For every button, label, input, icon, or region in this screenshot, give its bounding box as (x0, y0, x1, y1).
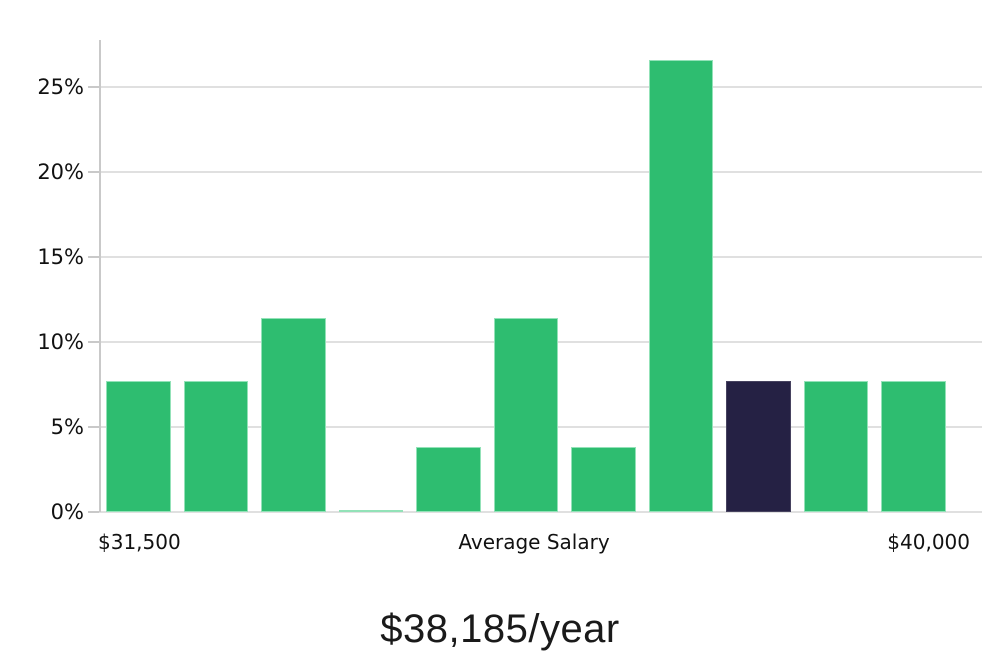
y-tick-mark-15% (88, 256, 99, 258)
highlighted-bar[interactable] (726, 381, 791, 512)
y-tick-mark-25% (88, 86, 99, 88)
bar[interactable] (571, 447, 636, 512)
y-tick-label-20%: 20% (37, 159, 84, 184)
bar[interactable] (183, 381, 248, 512)
bar[interactable] (416, 447, 481, 512)
bar[interactable] (493, 318, 558, 512)
y-tick-label-15%: 15% (37, 244, 84, 269)
x-label-average-salary: Average Salary (458, 530, 610, 554)
bars-container (99, 40, 982, 512)
plot-area (99, 40, 982, 513)
x-label-min-salary: $31,500 (98, 530, 181, 554)
y-tick-label-25%: 25% (37, 74, 84, 99)
y-tick-mark-5% (88, 426, 99, 428)
gridline-20% (99, 171, 982, 173)
y-tick-mark-0% (88, 511, 99, 513)
y-tick-mark-20% (88, 171, 99, 173)
bar[interactable] (261, 318, 326, 512)
bar[interactable] (338, 510, 403, 512)
bar[interactable] (881, 381, 946, 512)
y-tick-label-5%: 5% (50, 414, 84, 439)
average-salary-caption: $38,185/year (380, 607, 620, 651)
y-tick-label-10%: 10% (37, 329, 84, 354)
bar[interactable] (803, 381, 868, 512)
bar[interactable] (648, 59, 713, 512)
gridline-0% (99, 511, 982, 513)
y-axis-line (99, 40, 101, 512)
x-label-max-salary: $40,000 (887, 530, 970, 554)
gridline-15% (99, 256, 982, 258)
bar[interactable] (106, 381, 171, 512)
y-tick-mark-10% (88, 341, 99, 343)
y-tick-label-0%: 0% (50, 500, 84, 524)
gridline-25% (99, 86, 982, 88)
